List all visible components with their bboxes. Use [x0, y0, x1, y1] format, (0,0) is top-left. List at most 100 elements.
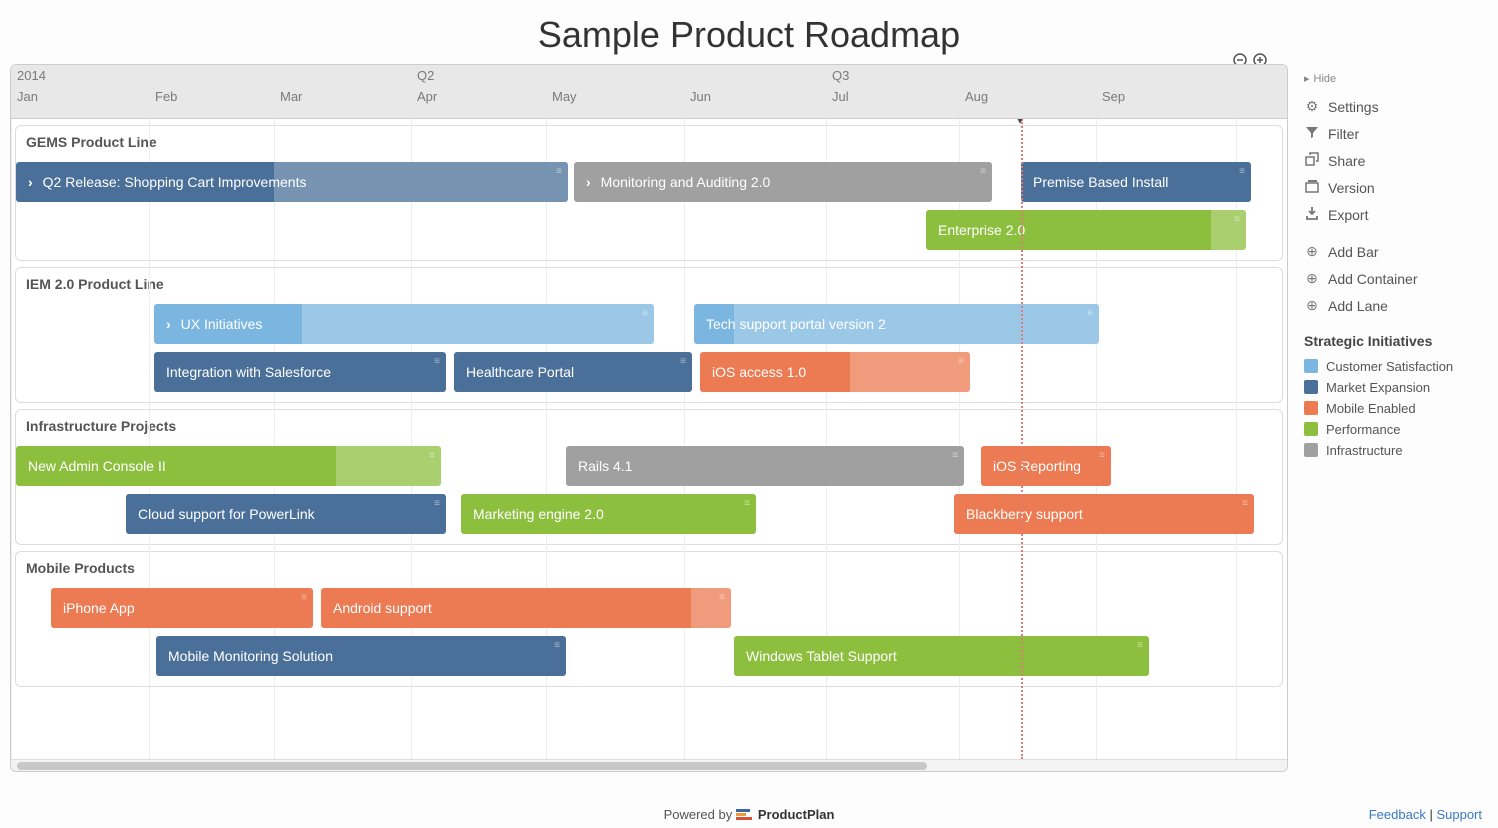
sidebar-item-settings[interactable]: ⚙Settings	[1304, 93, 1480, 120]
settings-icon: ⚙	[1304, 98, 1320, 115]
roadmap-bar[interactable]: Enterprise 2.0 ≡	[926, 210, 1246, 250]
legend-title: Strategic Initiatives	[1304, 333, 1480, 350]
bar-label: Premise Based Install	[1033, 174, 1168, 190]
bar-label: Windows Tablet Support	[746, 648, 897, 664]
bar-label: Mobile Monitoring Solution	[168, 648, 333, 664]
bar-label: Enterprise 2.0	[938, 222, 1025, 238]
roadmap-bar[interactable]: ›Q2 Release: Shopping Cart Improvements≡	[16, 162, 568, 202]
legend-swatch	[1304, 380, 1318, 394]
roadmap-bar[interactable]: Mobile Monitoring Solution ≡	[156, 636, 566, 676]
bar-label: iPhone App	[63, 600, 135, 616]
drag-handle-icon[interactable]: ≡	[980, 166, 986, 177]
sidebar-item-label: Share	[1328, 153, 1365, 169]
horizontal-scrollbar[interactable]	[11, 759, 1287, 771]
bar-label: Healthcare Portal	[466, 364, 574, 380]
roadmap-bar[interactable]: iOS access 1.0 ≡	[700, 352, 970, 392]
drag-handle-icon[interactable]: ≡	[554, 640, 560, 651]
footer: Powered by ProductPlan	[0, 807, 1498, 824]
page-title: Sample Product Roadmap	[0, 0, 1498, 64]
drag-handle-icon[interactable]: ≡	[434, 356, 440, 367]
roadmap-bar[interactable]: Integration with Salesforce≡	[154, 352, 446, 392]
footer-links: Feedback | Support	[1369, 807, 1482, 822]
roadmap-bar[interactable]: Cloud support for PowerLink≡	[126, 494, 446, 534]
sidebar-item-export[interactable]: Export	[1304, 201, 1480, 228]
scrollbar-thumb[interactable]	[17, 762, 927, 770]
legend-swatch	[1304, 443, 1318, 457]
month-label: Feb	[155, 89, 177, 104]
sidebar-item-label: Export	[1328, 207, 1368, 223]
timeline-header: 2014Q2Q3 JanFebMarAprMayJunJulAugSep	[11, 65, 1287, 119]
roadmap-bar[interactable]: Blackberry support≡	[954, 494, 1254, 534]
roadmap-bar[interactable]: Android support≡	[321, 588, 731, 628]
sidebar-item-add-lane[interactable]: ⊕Add Lane	[1304, 292, 1480, 319]
add-container-icon: ⊕	[1304, 270, 1320, 287]
drag-handle-icon[interactable]: ≡	[642, 308, 648, 319]
legend-swatch	[1304, 422, 1318, 436]
sidebar-item-share[interactable]: Share	[1304, 147, 1480, 174]
timeline-body: ▾ GEMS Product Line›Q2 Release: Shopping…	[11, 119, 1287, 759]
drag-handle-icon[interactable]: ≡	[958, 356, 964, 367]
quarter-label: Q3	[832, 68, 849, 83]
hide-sidebar-link[interactable]: ▸ Hide	[1304, 72, 1480, 85]
roadmap-bar[interactable]: Windows Tablet Support ≡	[734, 636, 1149, 676]
drag-handle-icon[interactable]: ≡	[1239, 166, 1245, 177]
legend-item[interactable]: Mobile Enabled	[1304, 398, 1480, 419]
lane-title: Mobile Products	[16, 552, 1282, 582]
roadmap-bar[interactable]: Healthcare Portal ≡	[454, 352, 692, 392]
roadmap-bar[interactable]: iOS Reporting ≡	[981, 446, 1111, 486]
drag-handle-icon[interactable]: ≡	[952, 450, 958, 461]
lane-row: iPhone App≡Android support≡	[16, 586, 1282, 630]
sidebar-item-filter[interactable]: Filter	[1304, 120, 1480, 147]
feedback-link[interactable]: Feedback	[1369, 807, 1426, 822]
bar-label: iOS access 1.0	[712, 364, 806, 380]
expand-icon[interactable]: ›	[586, 174, 591, 190]
drag-handle-icon[interactable]: ≡	[301, 592, 307, 603]
expand-icon[interactable]: ›	[28, 174, 33, 190]
lane-row: Mobile Monitoring Solution≡Windows Table…	[16, 634, 1282, 678]
drag-handle-icon[interactable]: ≡	[719, 592, 725, 603]
add-bar-icon: ⊕	[1304, 243, 1320, 260]
lane: GEMS Product Line›Q2 Release: Shopping C…	[15, 125, 1283, 261]
lane-row: Cloud support for PowerLink≡ Marketing en…	[16, 492, 1282, 536]
drag-handle-icon[interactable]: ≡	[1242, 498, 1248, 509]
sidebar-item-label: Add Lane	[1328, 298, 1388, 314]
roadmap-bar[interactable]: New Admin Console II≡	[16, 446, 441, 486]
quarter-label: 2014	[17, 68, 46, 83]
sidebar-item-version[interactable]: Version	[1304, 174, 1480, 201]
legend-item[interactable]: Market Expansion	[1304, 377, 1480, 398]
sidebar-item-add-container[interactable]: ⊕Add Container	[1304, 265, 1480, 292]
lane-row: New Admin Console II≡ Rails 4.1≡ iOS Repor…	[16, 444, 1282, 488]
month-label: Mar	[280, 89, 302, 104]
hide-label: Hide	[1314, 73, 1337, 85]
roadmap-bar[interactable]: iPhone App ≡	[51, 588, 313, 628]
roadmap-bar[interactable]: Premise Based Install ≡	[1021, 162, 1251, 202]
drag-handle-icon[interactable]: ≡	[1087, 308, 1093, 319]
drag-handle-icon[interactable]: ≡	[429, 450, 435, 461]
roadmap-bar[interactable]: ›Monitoring and Auditing 2.0≡	[574, 162, 992, 202]
drag-handle-icon[interactable]: ≡	[1234, 214, 1240, 225]
expand-icon[interactable]: ›	[166, 316, 171, 332]
drag-handle-icon[interactable]: ≡	[556, 166, 562, 177]
legend-item[interactable]: Customer Satisfaction	[1304, 356, 1480, 377]
roadmap-bar[interactable]: Tech support portal version 2≡	[694, 304, 1099, 344]
bar-label: Marketing engine 2.0	[473, 506, 604, 522]
drag-handle-icon[interactable]: ≡	[434, 498, 440, 509]
legend-item[interactable]: Infrastructure	[1304, 440, 1480, 461]
legend-item[interactable]: Performance	[1304, 419, 1480, 440]
drag-handle-icon[interactable]: ≡	[1099, 450, 1105, 461]
bar-label: iOS Reporting	[993, 458, 1081, 474]
version-icon	[1304, 179, 1320, 196]
roadmap-bar[interactable]: Rails 4.1≡	[566, 446, 964, 486]
drag-handle-icon[interactable]: ≡	[744, 498, 750, 509]
lane: Mobile ProductsiPhone App≡Android suppor…	[15, 551, 1283, 687]
legend-label: Market Expansion	[1326, 380, 1430, 395]
legend-label: Customer Satisfaction	[1326, 359, 1453, 374]
filter-icon	[1304, 125, 1320, 142]
support-link[interactable]: Support	[1436, 807, 1482, 822]
roadmap-bar[interactable]: ›UX Initiatives≡	[154, 304, 654, 344]
drag-handle-icon[interactable]: ≡	[1137, 640, 1143, 651]
powered-by-label: Powered by	[664, 807, 733, 822]
roadmap-bar[interactable]: Marketing engine 2.0 ≡	[461, 494, 756, 534]
sidebar-item-add-bar[interactable]: ⊕Add Bar	[1304, 238, 1480, 265]
drag-handle-icon[interactable]: ≡	[680, 356, 686, 367]
